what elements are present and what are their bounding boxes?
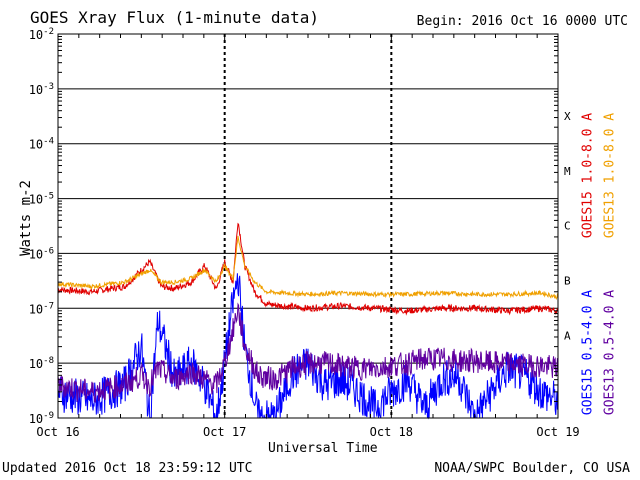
begin-time: Begin: 2016 Oct 16 0000 UTC xyxy=(416,14,628,29)
y-axis-label-text: Watts m-2 xyxy=(17,180,34,256)
axis-tick-labels: 10-9 10-8 10-7 10-6 10-5 10-4 10-3 10-2 Oct 16 Oc… xyxy=(29,27,580,439)
series-line xyxy=(57,235,559,300)
flare-class-label: X xyxy=(564,110,571,123)
y-tick-label: 10-6 xyxy=(29,246,54,261)
axis-ticks xyxy=(57,34,559,418)
legend-entry: GOES13 1.0-8.0 A xyxy=(602,112,618,239)
flare-class-label: B xyxy=(564,275,571,288)
y-tick-label: 10-9 xyxy=(29,411,54,426)
credit-text: NOAA/SWPC Boulder, CO USA xyxy=(434,461,630,476)
x-tick-label: Oct 16 xyxy=(36,425,79,439)
flare-class-label: A xyxy=(564,329,571,342)
legend-entry: GOES13 0.5-4.0 A xyxy=(602,289,618,416)
y-tick-label: 10-8 xyxy=(29,356,54,371)
chart-title: GOES Xray Flux (1-minute data) xyxy=(30,8,319,27)
legend-entry: GOES15 1.0-8.0 A xyxy=(580,112,596,239)
series-line xyxy=(57,222,559,316)
series-lines xyxy=(57,222,559,420)
y-tick-label: 10-4 xyxy=(29,137,54,152)
y-axis-label: Watts m-2 xyxy=(18,180,34,256)
updated-timestamp: Updated 2016 Oct 18 23:59:12 UTC xyxy=(2,461,253,476)
y-tick-label: 10-5 xyxy=(29,192,54,207)
y-tick-label: 10-3 xyxy=(29,82,54,97)
series-line xyxy=(57,273,559,420)
flare-class-label: C xyxy=(564,220,571,233)
x-tick-label: Oct 18 xyxy=(370,425,413,439)
legend-entry: GOES15 0.5-4.0 A xyxy=(580,289,596,416)
y-tick-label: 10-7 xyxy=(29,301,54,316)
x-axis-label: Universal Time xyxy=(268,441,378,456)
x-tick-label: Oct 19 xyxy=(536,425,579,439)
series-line xyxy=(57,302,559,404)
x-tick-label: Oct 17 xyxy=(203,425,246,439)
y-tick-label: 10-2 xyxy=(29,27,54,42)
flare-class-label: M xyxy=(564,165,571,178)
